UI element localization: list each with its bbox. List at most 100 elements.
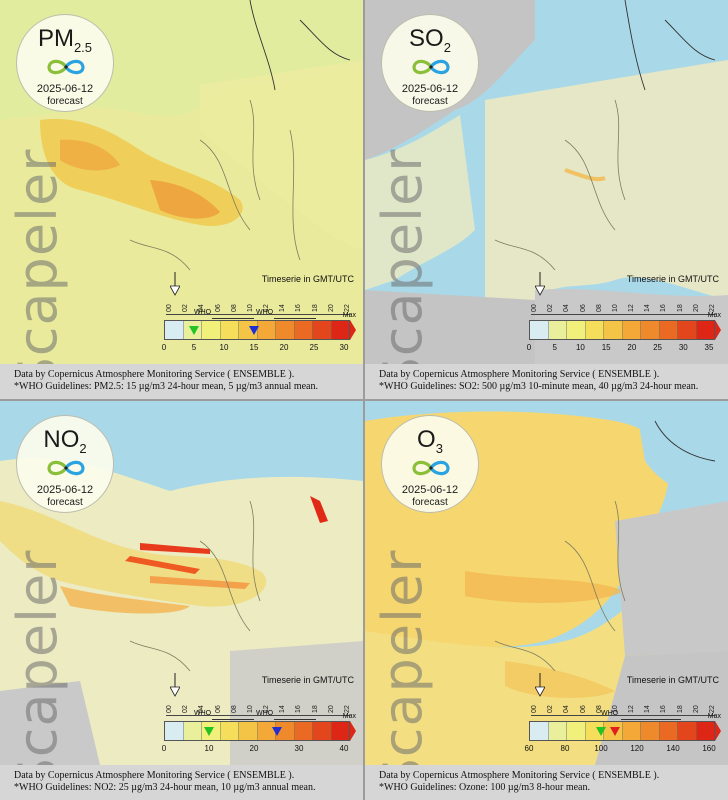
scale-cell xyxy=(331,722,349,740)
scale-tick-label: 30 xyxy=(339,343,349,352)
scapeler-watermark: Scapeler xyxy=(6,148,69,392)
current-time-arrow-icon xyxy=(170,673,180,697)
scale-tick-label: 120 xyxy=(630,744,644,753)
scale-tick-label: 10 xyxy=(204,744,214,753)
scale-cell xyxy=(313,722,332,740)
scale-cell xyxy=(696,722,714,740)
scale-tick-label: 35 xyxy=(704,343,714,352)
scale-cell xyxy=(239,722,258,740)
who-guideline-row: WHO xyxy=(531,710,721,722)
scale-tick-label: 80 xyxy=(560,744,570,753)
color-scale xyxy=(164,721,350,741)
scale-cell xyxy=(276,321,295,339)
color-scale xyxy=(164,320,350,340)
so2-legend: Timeserie in GMT/UTC 00 02 04 06 08 10 12 14 16 18… xyxy=(523,266,723,362)
scale-ticks: 0 5 10 15 20 25 30 xyxy=(162,343,354,355)
forecast-date: 2025-06-12 xyxy=(401,484,459,496)
scale-tick-label: 15 xyxy=(601,343,611,352)
o3-map xyxy=(365,401,728,765)
who-guidelines-text: *WHO Guidelines: PM2.5: 15 µg/m3 24-hour… xyxy=(14,381,318,392)
who-label: WHO xyxy=(256,309,274,316)
who-marker-icon xyxy=(189,326,199,335)
infinity-logo-icon xyxy=(412,460,450,476)
scale-max-arrow-icon xyxy=(350,721,356,741)
infinity-logo-icon xyxy=(47,59,85,75)
scale-cell xyxy=(567,722,586,740)
who-marker-icon xyxy=(204,727,214,736)
forecast-label: forecast xyxy=(47,96,83,107)
who-guidelines-text: *WHO Guidelines: SO2: 500 µg/m3 10-minut… xyxy=(379,381,699,392)
scale-cell xyxy=(567,321,586,339)
data-source-text: Data by Copernicus Atmosphere Monitoring… xyxy=(14,770,295,781)
max-label: Max xyxy=(342,713,356,720)
scale-tick-label: 30 xyxy=(294,744,304,753)
no2-legend: Timeserie in GMT/UTC 00 02 04 06 08 10 12 14 16 18… xyxy=(158,667,358,763)
scale-tick-label: 20 xyxy=(249,744,259,753)
so2-footer: Data by Copernicus Atmosphere Monitoring… xyxy=(365,364,728,399)
hour-axis: 00 02 04 06 08 10 12 14 16 18 20 22 xyxy=(166,697,356,721)
scale-tick-label: 160 xyxy=(702,744,716,753)
scale-tick-label: 60 xyxy=(524,744,534,753)
scale-cell xyxy=(678,321,697,339)
scale-cell xyxy=(165,321,184,339)
who-guidelines-text: *WHO Guidelines: Ozone: 100 µg/m3 8-hour… xyxy=(379,782,590,793)
max-label: Max xyxy=(707,312,721,319)
pm25-forecast-panel: Scapeler PM2.5 2025-06-12 forecast Times… xyxy=(0,0,363,399)
pollutant-badge: O3 2025-06-12 forecast xyxy=(381,415,479,513)
scale-cell xyxy=(183,722,202,740)
who-label: WHO xyxy=(256,710,274,717)
scale-tick-label: 0 xyxy=(526,343,532,352)
no2-forecast-panel: Scapeler NO2 2025-06-12 forecast Timeser… xyxy=(0,401,363,800)
scale-cell xyxy=(678,722,697,740)
scale-ticks: 0 10 20 30 40 xyxy=(161,744,354,756)
scale-tick-label: 15 xyxy=(249,343,259,352)
current-time-arrow-icon xyxy=(535,673,545,697)
scale-cell xyxy=(331,321,349,339)
data-source-text: Data by Copernicus Atmosphere Monitoring… xyxy=(379,369,660,380)
who-marker-icon xyxy=(596,727,606,736)
who-guideline-row: WHO WHO xyxy=(166,710,356,722)
max-label: Max xyxy=(342,312,356,319)
scale-tick-label: 20 xyxy=(279,343,289,352)
color-scale xyxy=(529,721,715,741)
scale-tick-label: 25 xyxy=(653,343,663,352)
scale-tick-label: 25 xyxy=(309,343,319,352)
who-marker-icon xyxy=(249,326,259,335)
pollutant-title: NO2 xyxy=(43,426,87,456)
scale-max-arrow-icon xyxy=(350,320,356,340)
timeserie-label: Timeserie in GMT/UTC xyxy=(261,274,354,284)
who-label: WHO xyxy=(194,710,212,717)
current-time-arrow-icon xyxy=(535,272,545,296)
data-source-text: Data by Copernicus Atmosphere Monitoring… xyxy=(14,369,295,380)
pm25-legend: Timeserie in GMT/UTC 00 02 04 06 08 10 12 14 16 18… xyxy=(158,266,358,362)
scale-tick-label: 10 xyxy=(575,343,585,352)
scale-tick-label: 0 xyxy=(161,744,167,753)
scapeler-watermark: Scapeler xyxy=(6,549,69,793)
scale-cell xyxy=(548,722,567,740)
scale-cell xyxy=(641,321,660,339)
o3-forecast-panel: Scapeler O3 2025-06-12 forecast Timeseri… xyxy=(365,401,728,800)
pollutant-badge: NO2 2025-06-12 forecast xyxy=(16,415,114,513)
scale-cell xyxy=(659,722,678,740)
forecast-date: 2025-06-12 xyxy=(36,484,94,496)
who-guidelines-text: *WHO Guidelines: NO2: 25 µg/m3 24-hour m… xyxy=(14,782,316,793)
forecast-label: forecast xyxy=(412,96,448,107)
scale-cell xyxy=(641,722,660,740)
who-guideline-row: WHO WHO xyxy=(166,309,356,321)
color-scale xyxy=(529,320,715,340)
timeserie-label: Timeserie in GMT/UTC xyxy=(261,675,354,685)
hour-axis: 00 02 04 06 08 10 12 14 16 18 20 22 xyxy=(166,296,356,320)
scale-tick-label: 5 xyxy=(552,343,557,352)
scale-cell xyxy=(530,321,549,339)
scale-cell xyxy=(659,321,678,339)
o3-legend: Timeserie in GMT/UTC 00 02 04 06 08 10 12 14 16 18… xyxy=(523,667,723,763)
scale-cell xyxy=(585,321,604,339)
hour-axis: 00 02 04 06 08 10 12 14 16 18 20 22 xyxy=(531,296,721,320)
scale-cell xyxy=(257,321,276,339)
forecast-label: forecast xyxy=(47,497,83,508)
scale-cell xyxy=(220,722,239,740)
who-label: WHO xyxy=(601,710,619,717)
max-label: Max xyxy=(707,713,721,720)
infinity-logo-icon xyxy=(47,460,85,476)
